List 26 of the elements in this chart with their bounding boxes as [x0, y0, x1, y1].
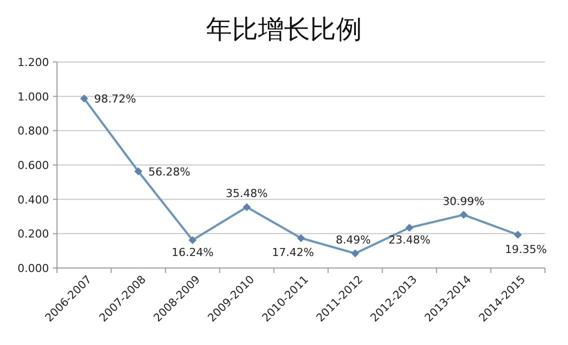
- y-tick-label: 1.000: [18, 90, 49, 104]
- point: [80, 94, 88, 103]
- data-label: 35.48%: [226, 187, 268, 200]
- y-tick-label: 0.800: [18, 124, 49, 138]
- point: [460, 210, 468, 219]
- point: [405, 224, 414, 232]
- data-label: 19.35%: [504, 242, 547, 256]
- point: [297, 234, 305, 242]
- data-label: 8.49%: [336, 233, 371, 246]
- data-label: 30.99%: [442, 194, 485, 208]
- y-tick-label: 1.200: [18, 56, 49, 69]
- y-tick-label: 0.400: [18, 193, 49, 206]
- point: [351, 249, 360, 258]
- data-label: 16.24%: [172, 246, 214, 260]
- data-label: 17.42%: [272, 246, 314, 260]
- chart-title: 年比增长比例: [206, 15, 362, 45]
- point: [188, 236, 197, 244]
- y-tick-label: 0.000: [18, 262, 49, 275]
- point: [134, 167, 142, 176]
- point: [514, 230, 522, 239]
- data-label: 98.72%: [94, 92, 136, 106]
- data-label: 23.48%: [388, 234, 430, 247]
- y-tick-label: 0.200: [18, 228, 49, 241]
- point: [242, 203, 251, 212]
- data-label: 56.28%: [148, 165, 190, 178]
- y-tick-label: 0.600: [18, 159, 49, 172]
